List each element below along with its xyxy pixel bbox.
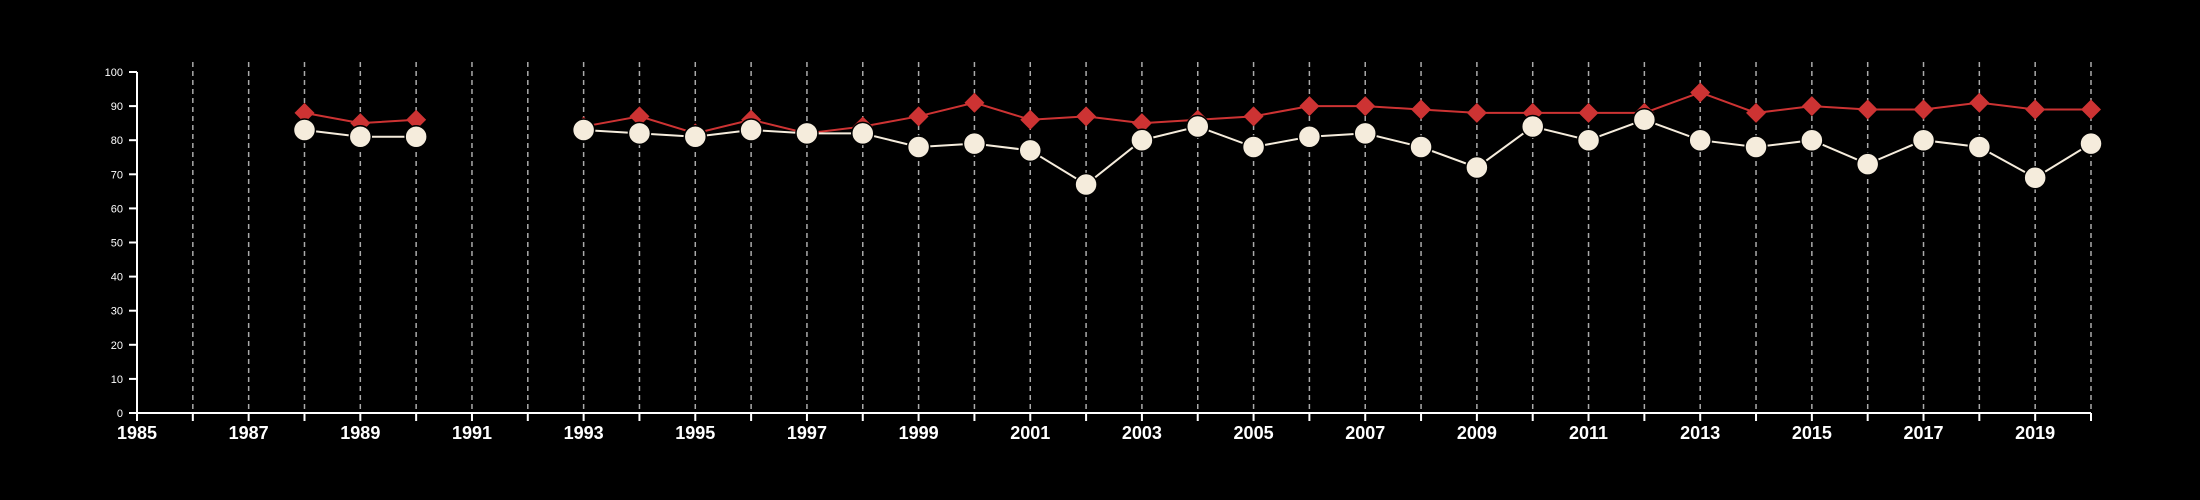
data-point [627,121,652,146]
x-tick-label: 1985 [117,423,157,443]
data-point [1466,102,1487,123]
x-tick-label: 1999 [899,423,939,443]
y-tick-label: 80 [111,135,123,147]
x-tick-label: 2013 [1680,423,1720,443]
data-point [1632,107,1657,132]
data-point [1353,121,1377,146]
data-point [1355,96,1376,117]
data-point [1688,128,1712,152]
data-point [1800,128,1824,152]
x-tick-label: 2001 [1010,423,1050,443]
x-tick-label: 1989 [340,423,380,443]
data-point [2079,131,2103,156]
data-point [2023,165,2047,190]
data-point [1578,102,1599,123]
data-point [1913,99,1934,120]
x-tick-label: 2019 [2015,423,2055,443]
data-point [1411,99,1432,120]
data-point [1241,135,1266,159]
x-tick-label: 2017 [1903,423,1943,443]
data-point [292,118,317,142]
data-point [1746,102,1767,123]
x-tick-label: 1991 [452,423,492,443]
x-tick-label: 2007 [1345,423,1385,443]
y-tick-label: 30 [111,306,123,318]
data-point [1465,155,1489,180]
y-tick-label: 40 [111,272,123,284]
data-point [1967,135,1992,159]
data-point [1520,114,1545,139]
data-point [1744,135,1768,159]
data-point [1074,172,1098,197]
data-point [2025,99,2046,120]
y-tick-label: 90 [111,101,123,113]
data-point [348,125,373,149]
series-group [292,82,2103,197]
axes: 1985 1987 1989 1991 1993 1995 1997 1999 2001 2003… [105,67,2092,443]
y-tick-label: 20 [111,340,123,352]
series-line [583,118,2092,186]
y-tick-label: 0 [117,408,123,420]
data-point [1857,99,1878,120]
data-point [1299,96,1320,117]
x-tick-label: 2003 [1122,423,1162,443]
series-line [583,91,2091,135]
x-tick-label: 2015 [1792,423,1832,443]
data-point [1855,152,1880,176]
data-point [1076,106,1097,127]
data-point [1297,125,1322,149]
data-point [1018,138,1043,163]
data-point [795,121,819,146]
data-point [1911,128,1936,152]
x-tick-label: 2009 [1457,423,1497,443]
data-point [404,125,428,149]
data-point [1243,106,1264,127]
data-point [1020,109,1041,130]
data-point [571,118,596,142]
data-point [1969,92,1990,113]
data-point [962,131,987,156]
data-point [1130,128,1154,152]
data-point [1409,135,1433,159]
y-tick-label: 70 [111,169,123,181]
data-point [1576,128,1601,152]
y-tick-label: 60 [111,203,123,215]
data-point [406,109,427,130]
y-tick-label: 100 [105,67,123,79]
data-point [683,125,708,149]
x-tick-label: 2011 [1569,423,1608,443]
data-point [1801,96,1822,117]
data-point [906,135,931,159]
y-tick-label: 50 [111,238,123,250]
x-tick-label: 1993 [564,423,604,443]
data-point [2081,99,2101,120]
y-tick-label: 10 [111,374,123,386]
data-point [851,121,875,146]
data-point [629,106,650,127]
x-tick-label: 2005 [1234,423,1274,443]
data-point [1131,113,1152,134]
data-point [908,106,929,127]
data-point [1690,82,1711,103]
data-point [294,102,315,123]
data-point [1185,114,1210,139]
x-tick-label: 1997 [787,423,827,443]
series-2 [292,107,2103,197]
data-point [739,118,763,142]
x-tick-label: 1987 [229,423,269,443]
data-point [964,92,985,113]
x-tick-label: 1995 [675,423,715,443]
grid-lines [192,62,2092,413]
